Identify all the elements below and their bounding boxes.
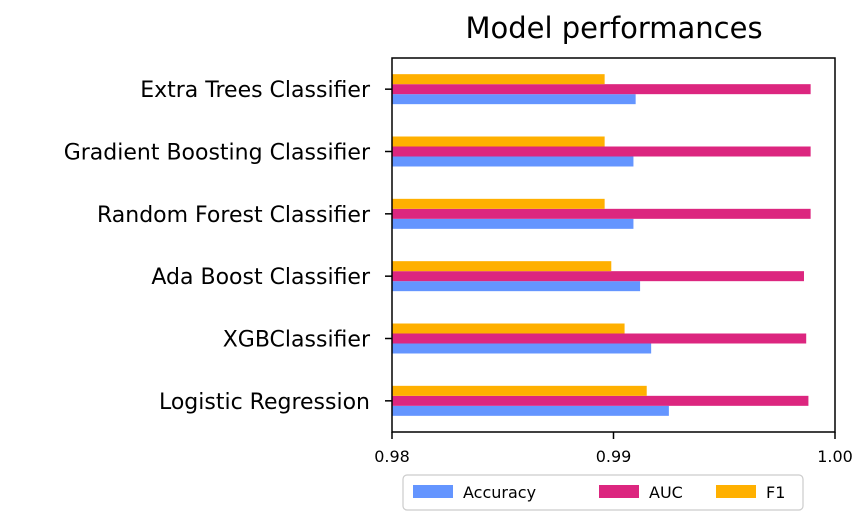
bar-accuracy-ada-boost-classifier [392, 281, 641, 292]
x-tick-label-0: 0.98 [374, 447, 410, 466]
legend-label-auc: AUC [649, 483, 683, 502]
bars-layer [392, 74, 811, 416]
legend-label-f1: F1 [766, 483, 785, 502]
bar-accuracy-logistic-regression [392, 405, 669, 416]
bar-f1-xgbclassifier [392, 323, 625, 334]
legend-swatch-f1 [716, 485, 756, 498]
bar-f1-random-forest-classifier [392, 198, 605, 209]
y-tick-label-logistic-regression: Logistic Regression [159, 390, 370, 415]
bar-auc-logistic-regression [392, 395, 809, 406]
bar-f1-gradient-boosting-classifier [392, 136, 605, 147]
bar-auc-random-forest-classifier [392, 208, 811, 219]
bar-f1-extra-trees-classifier [392, 74, 605, 85]
bar-accuracy-xgbclassifier [392, 343, 652, 354]
y-tick-label-xgbclassifier: XGBClassifier [223, 328, 371, 353]
bar-auc-gradient-boosting-classifier [392, 146, 811, 157]
x-axis: 0.98 0.99 1.00 [374, 432, 853, 466]
bar-f1-logistic-regression [392, 385, 647, 396]
legend: Accuracy AUC F1 [402, 474, 804, 511]
bar-auc-xgbclassifier [392, 333, 807, 344]
x-tick-label-2: 1.00 [817, 447, 853, 466]
y-axis: Logistic Regression XGBClassifier Ada Boos… [64, 78, 392, 415]
chart-title: Model performances [465, 11, 762, 45]
y-tick-label-extra-trees-classifier: Extra Trees Classifier [140, 78, 371, 103]
bar-accuracy-gradient-boosting-classifier [392, 156, 634, 167]
bar-accuracy-random-forest-classifier [392, 218, 634, 229]
y-tick-label-ada-boost-classifier: Ada Boost Classifier [151, 265, 371, 290]
bar-f1-ada-boost-classifier [392, 261, 612, 272]
plot-area-frame [391, 57, 836, 433]
bar-accuracy-extra-trees-classifier [392, 94, 636, 105]
legend-label-accuracy: Accuracy [463, 483, 536, 502]
bar-auc-ada-boost-classifier [392, 271, 804, 282]
bar-auc-extra-trees-classifier [392, 84, 811, 95]
x-tick-label-1: 0.99 [596, 447, 632, 466]
legend-swatch-auc [599, 485, 639, 498]
y-tick-label-gradient-boosting-classifier: Gradient Boosting Classifier [64, 141, 371, 166]
legend-swatch-accuracy [413, 485, 453, 498]
y-tick-label-random-forest-classifier: Random Forest Classifier [97, 203, 371, 228]
